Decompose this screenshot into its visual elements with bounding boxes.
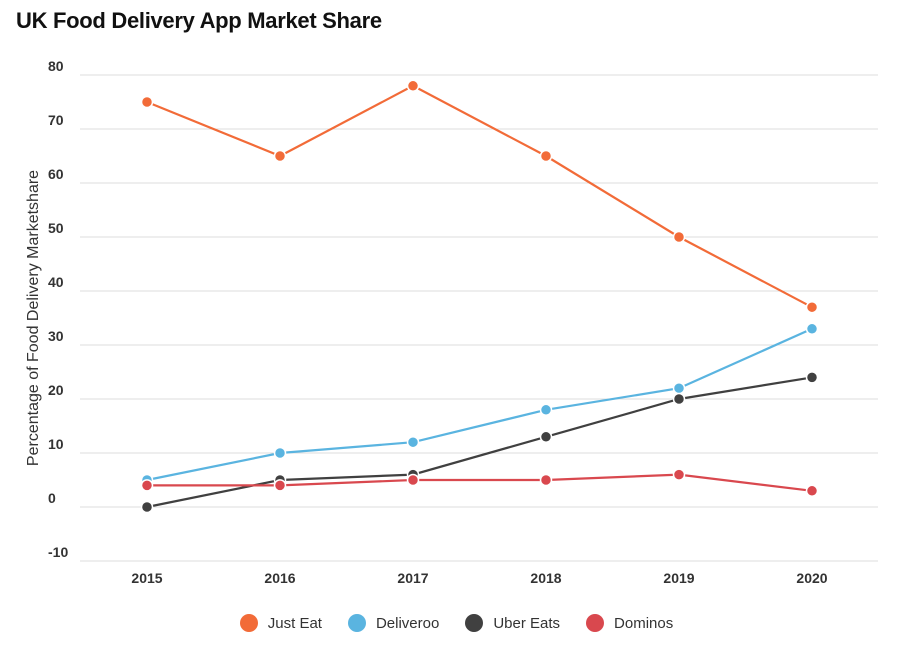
x-tick-label: 2017 bbox=[397, 570, 428, 586]
series-just-eat bbox=[140, 79, 819, 314]
series-line-uber-eats bbox=[146, 376, 813, 509]
data-point-dominos[interactable] bbox=[273, 479, 287, 492]
legend-marker-icon bbox=[465, 614, 484, 632]
y-tick-label: 40 bbox=[48, 274, 64, 290]
data-point-uber-eats[interactable] bbox=[805, 371, 819, 384]
x-axis-ticks: 2015 2016 2017 2018 2019 2020 bbox=[131, 570, 827, 586]
data-point-dominos[interactable] bbox=[140, 479, 154, 492]
y-tick-label: 70 bbox=[48, 112, 64, 128]
series-line-deliveroo bbox=[146, 327, 813, 482]
data-point-deliveroo[interactable] bbox=[805, 322, 819, 336]
legend-marker-icon bbox=[239, 614, 258, 632]
y-axis-label: Percentage of Food Delivery Marketshare bbox=[25, 170, 42, 466]
y-tick-label: -10 bbox=[48, 544, 68, 560]
legend-label: Dominos bbox=[614, 614, 674, 632]
data-point-dominos[interactable] bbox=[539, 473, 553, 487]
chart-title: UK Food Delivery App Market Share bbox=[16, 8, 382, 33]
data-point-just-eat[interactable] bbox=[406, 79, 420, 93]
y-axis-ticks: 80 70 60 50 40 30 20 10 0 -10 bbox=[48, 58, 68, 560]
data-point-just-eat[interactable] bbox=[539, 149, 553, 163]
legend-label: Uber Eats bbox=[493, 614, 561, 632]
data-point-deliveroo[interactable] bbox=[539, 403, 553, 417]
gridlines bbox=[80, 74, 878, 562]
series-dominos bbox=[140, 468, 819, 498]
y-tick-label: 20 bbox=[48, 382, 64, 398]
y-tick-label: 50 bbox=[48, 220, 64, 236]
data-point-dominos[interactable] bbox=[406, 473, 420, 487]
data-point-deliveroo[interactable] bbox=[406, 435, 420, 449]
x-tick-label: 2015 bbox=[131, 570, 162, 586]
y-tick-label: 80 bbox=[48, 58, 64, 74]
x-tick-label: 2016 bbox=[264, 570, 295, 586]
legend: Just Eat Deliveroo Uber Eats Dominos bbox=[0, 614, 913, 632]
legend-marker-icon bbox=[586, 614, 605, 632]
data-point-uber-eats[interactable] bbox=[539, 430, 553, 444]
x-tick-label: 2019 bbox=[663, 570, 694, 586]
legend-item-dominos[interactable]: Dominos bbox=[586, 614, 673, 632]
data-point-deliveroo[interactable] bbox=[273, 446, 287, 460]
data-point-uber-eats[interactable] bbox=[672, 392, 686, 406]
legend-item-deliveroo[interactable]: Deliveroo bbox=[347, 614, 440, 632]
y-tick-label: 30 bbox=[48, 328, 64, 344]
series-deliveroo bbox=[140, 322, 819, 487]
x-tick-label: 2020 bbox=[796, 570, 827, 586]
y-tick-label: 60 bbox=[48, 166, 64, 182]
series-line-just-eat bbox=[146, 84, 813, 309]
data-point-just-eat[interactable] bbox=[805, 300, 819, 314]
legend-marker-icon bbox=[347, 614, 366, 632]
series-line-dominos bbox=[147, 473, 813, 492]
y-tick-label: 0 bbox=[48, 490, 56, 506]
data-point-uber-eats[interactable] bbox=[140, 500, 154, 514]
data-point-just-eat[interactable] bbox=[140, 95, 154, 109]
series-group bbox=[140, 79, 819, 514]
data-point-just-eat[interactable] bbox=[273, 149, 287, 163]
data-point-just-eat[interactable] bbox=[672, 230, 686, 244]
legend-item-just-eat[interactable]: Just Eat bbox=[239, 614, 322, 632]
data-point-deliveroo[interactable] bbox=[672, 381, 686, 395]
data-point-dominos[interactable] bbox=[672, 468, 686, 481]
series-uber-eats bbox=[140, 371, 819, 514]
x-tick-label: 2018 bbox=[530, 570, 561, 586]
legend-item-uber-eats[interactable]: Uber Eats bbox=[465, 614, 560, 632]
legend-label: Just Eat bbox=[267, 614, 322, 632]
legend-label: Deliveroo bbox=[375, 614, 440, 632]
data-point-dominos[interactable] bbox=[805, 484, 819, 498]
y-tick-label: 10 bbox=[48, 436, 64, 452]
